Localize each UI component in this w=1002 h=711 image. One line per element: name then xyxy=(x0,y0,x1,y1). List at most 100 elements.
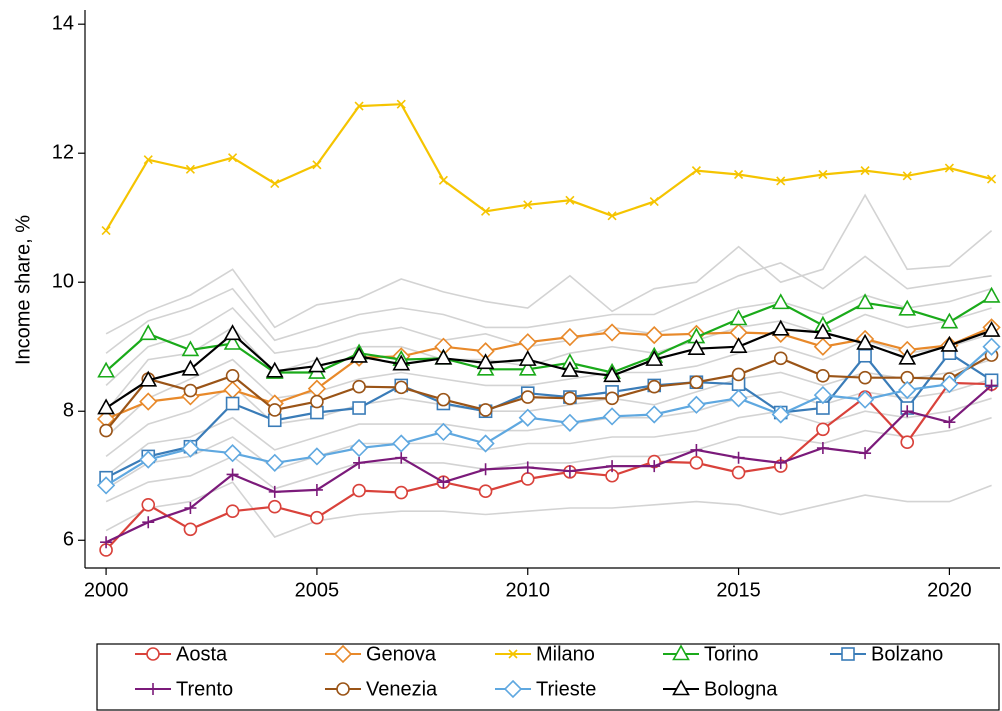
marker xyxy=(771,293,790,310)
legend-marker xyxy=(841,647,855,661)
marker xyxy=(265,361,284,378)
marker xyxy=(392,354,411,371)
marker xyxy=(352,379,366,394)
marker xyxy=(394,485,409,500)
marker xyxy=(855,390,875,409)
legend-marker xyxy=(672,644,690,661)
marker xyxy=(898,380,917,400)
series-line xyxy=(105,381,992,551)
marker xyxy=(816,442,829,455)
marker xyxy=(858,348,872,363)
series-line xyxy=(105,351,993,479)
series-line xyxy=(105,345,993,487)
marker xyxy=(856,293,874,310)
marker xyxy=(729,337,748,354)
marker xyxy=(900,435,915,450)
marker xyxy=(987,174,997,184)
marker xyxy=(223,333,242,350)
marker xyxy=(139,324,158,341)
y-tick-label: 6 xyxy=(63,529,74,551)
marker xyxy=(560,413,580,432)
marker xyxy=(523,200,533,210)
legend-label: Genova xyxy=(366,643,437,665)
background-line xyxy=(105,397,992,490)
legend-marker xyxy=(333,644,353,664)
marker xyxy=(940,312,959,329)
marker xyxy=(353,456,366,469)
legend-label: Bologna xyxy=(704,678,778,700)
marker xyxy=(476,434,495,453)
background-line xyxy=(105,358,992,458)
marker xyxy=(648,460,661,473)
marker xyxy=(774,456,787,469)
marker xyxy=(268,485,281,498)
legend-label: Trieste xyxy=(536,678,596,700)
marker xyxy=(518,333,537,352)
marker xyxy=(563,465,576,478)
series-line xyxy=(105,354,993,432)
series-line xyxy=(105,326,993,421)
marker xyxy=(396,99,406,109)
marker xyxy=(354,101,364,111)
marker xyxy=(649,197,659,207)
legend-label: Trento xyxy=(176,678,233,700)
background-line xyxy=(105,307,992,412)
marker xyxy=(312,160,322,170)
marker xyxy=(184,502,197,515)
marker xyxy=(814,322,832,339)
marker xyxy=(813,337,833,356)
series-line xyxy=(105,103,992,232)
marker xyxy=(437,476,450,489)
marker xyxy=(141,497,156,512)
marker xyxy=(183,522,198,537)
x-tick-label: 2020 xyxy=(927,579,972,601)
marker xyxy=(563,391,577,406)
marker xyxy=(860,166,870,176)
marker xyxy=(265,453,284,472)
marker xyxy=(943,416,956,429)
marker xyxy=(307,447,327,466)
marker xyxy=(689,375,704,390)
marker xyxy=(818,169,828,180)
marker xyxy=(901,405,914,418)
marker xyxy=(858,370,872,385)
x-tick-label: 2005 xyxy=(295,579,340,601)
marker xyxy=(434,348,453,365)
marker xyxy=(645,325,664,345)
marker xyxy=(479,463,492,476)
marker xyxy=(647,379,662,394)
marker xyxy=(142,516,155,529)
marker xyxy=(181,359,200,376)
marker xyxy=(985,379,998,392)
marker xyxy=(100,536,113,549)
marker xyxy=(732,451,745,464)
legend-label: Aosta xyxy=(176,643,228,665)
marker xyxy=(565,195,575,205)
x-tick-label: 2010 xyxy=(505,579,550,601)
series-line xyxy=(105,384,993,544)
marker xyxy=(944,163,954,173)
background-line xyxy=(105,193,993,335)
marker xyxy=(307,379,327,398)
legend-marker xyxy=(336,682,350,696)
marker xyxy=(139,392,158,411)
marker xyxy=(982,320,1001,337)
marker xyxy=(689,456,704,470)
marker xyxy=(731,465,746,480)
marker xyxy=(185,164,195,174)
marker xyxy=(223,380,242,400)
y-axis-label: Income share, % xyxy=(12,215,34,365)
marker xyxy=(771,319,790,336)
marker xyxy=(181,439,200,458)
marker xyxy=(99,423,113,438)
legend-label: Bolzano xyxy=(871,643,943,665)
marker xyxy=(349,438,369,458)
marker xyxy=(478,484,493,499)
y-tick-label: 8 xyxy=(63,400,74,422)
marker xyxy=(518,359,537,376)
marker xyxy=(228,153,238,163)
marker xyxy=(776,176,786,186)
marker xyxy=(225,396,240,411)
marker xyxy=(225,368,240,383)
